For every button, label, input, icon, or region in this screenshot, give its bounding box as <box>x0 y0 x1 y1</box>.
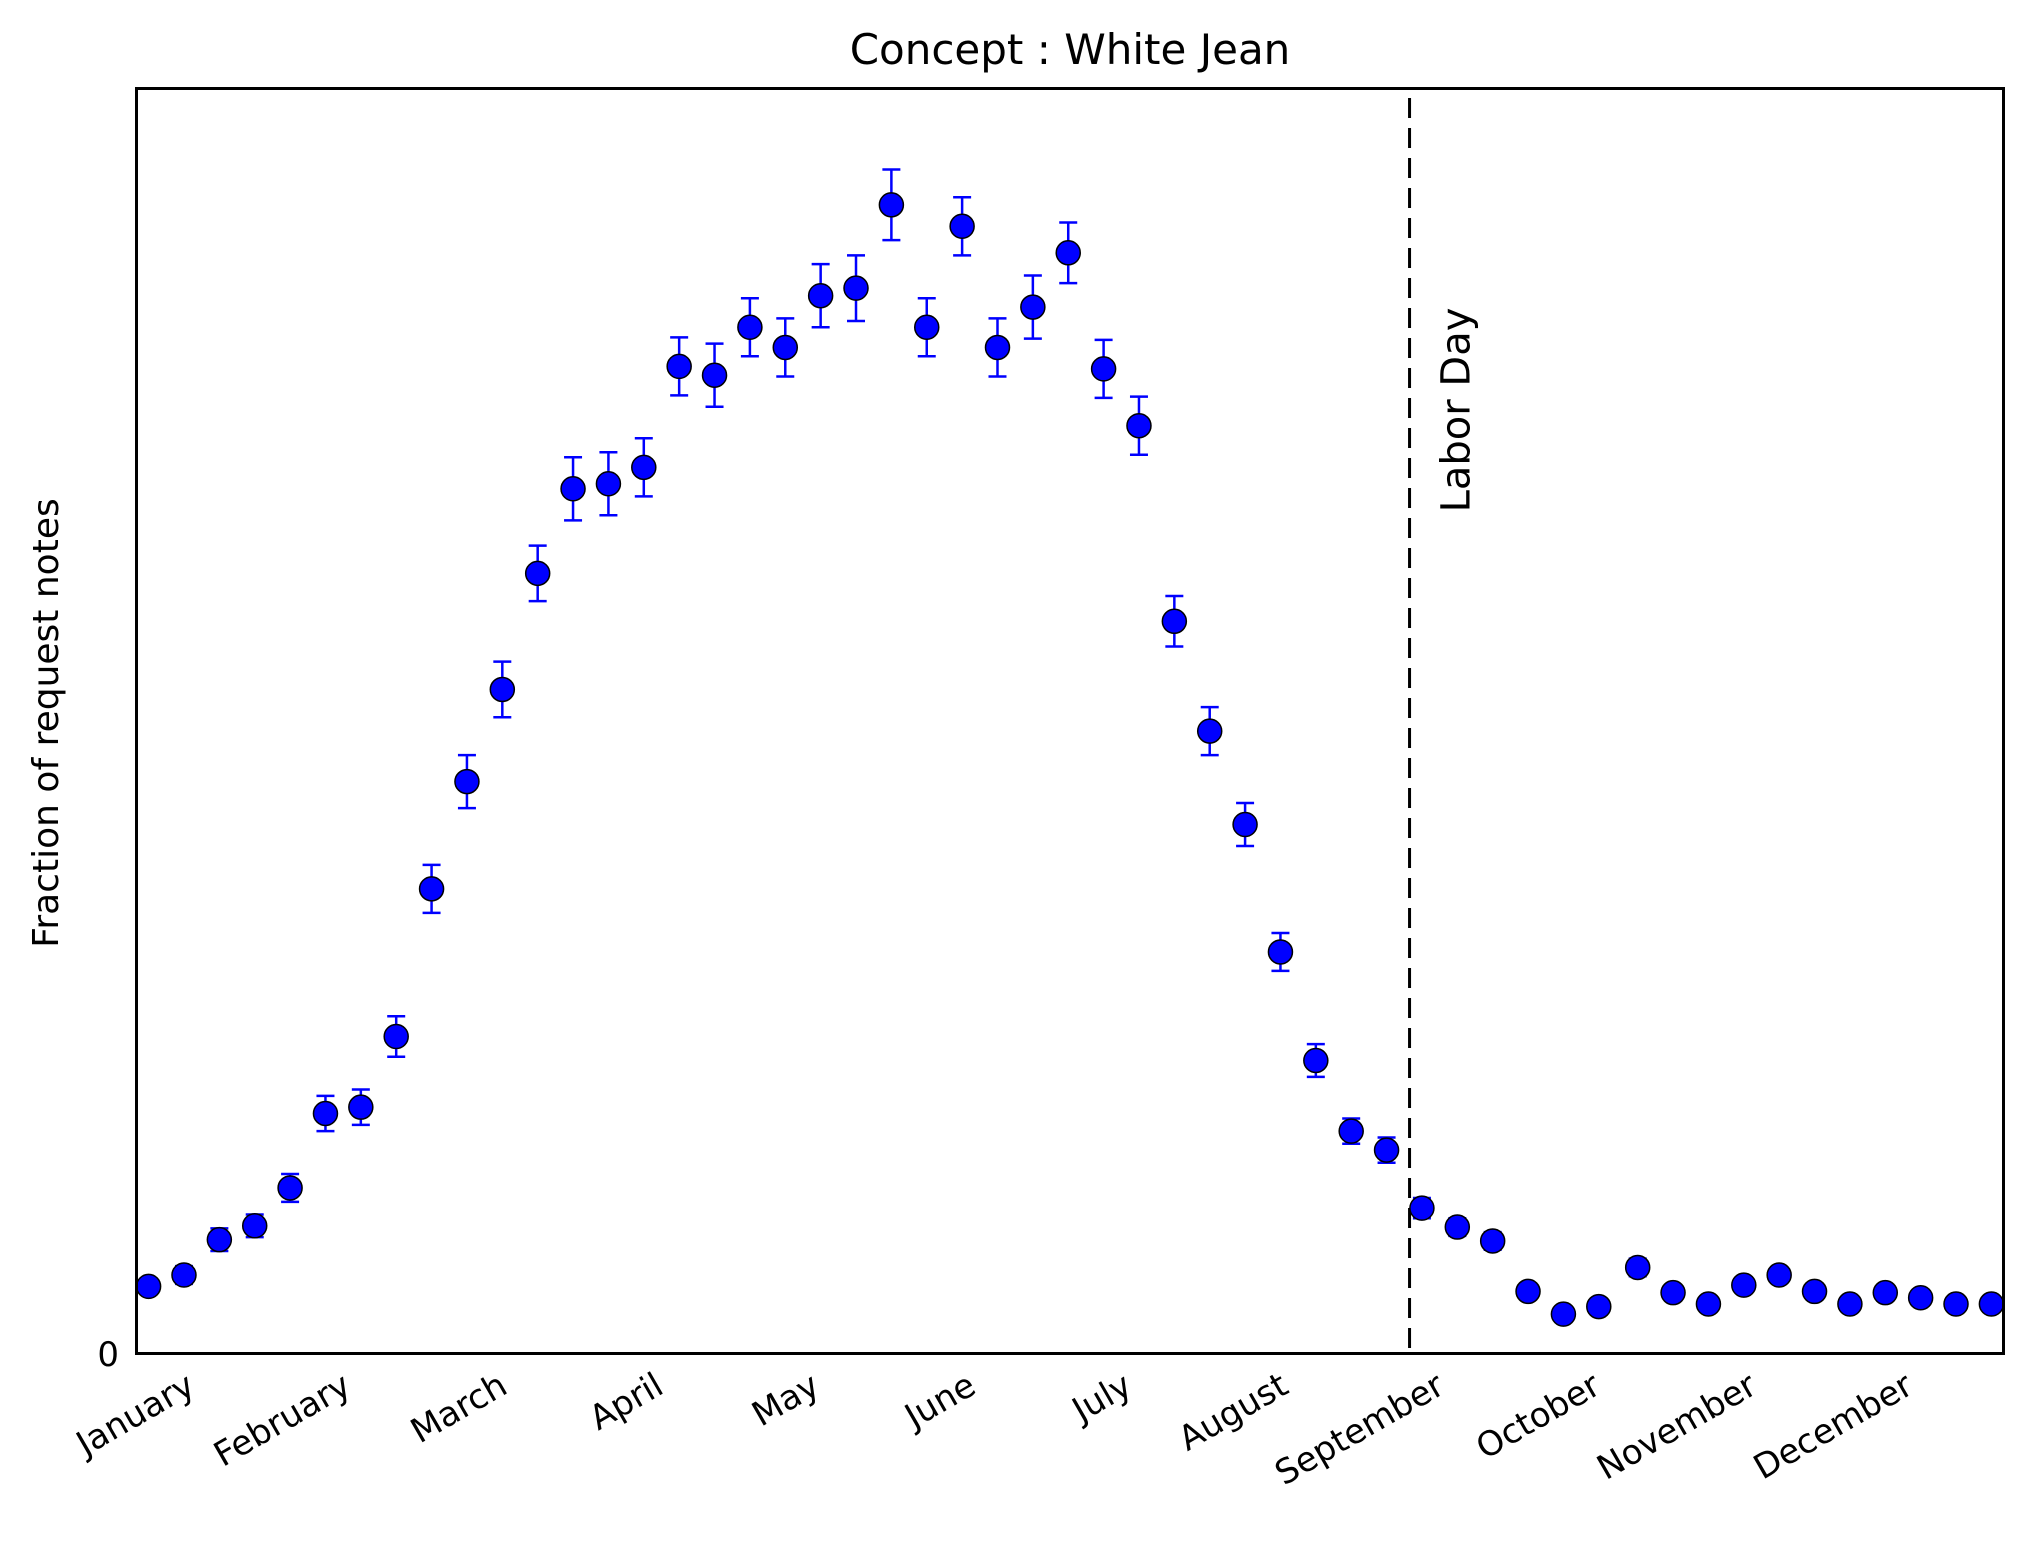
x-tick-label: September <box>1268 1365 1451 1494</box>
data-point <box>1550 1301 1577 1327</box>
data-point <box>1479 1228 1506 1254</box>
data-point <box>631 454 657 481</box>
data-points <box>135 192 2005 1327</box>
data-point <box>1837 1291 1863 1317</box>
error-bars <box>139 168 2001 1322</box>
data-point <box>772 334 799 361</box>
data-point <box>1731 1272 1757 1298</box>
data-point <box>241 1213 268 1239</box>
data-point <box>914 314 940 341</box>
data-point <box>277 1175 303 1201</box>
data-point <box>949 213 975 240</box>
data-point <box>1267 939 1294 965</box>
labor-day-annotation: Labor Day <box>1408 98 1480 1352</box>
data-point <box>1943 1291 1969 1317</box>
data-point <box>1872 1279 1899 1306</box>
data-point <box>1801 1278 1828 1305</box>
data-point <box>206 1226 233 1253</box>
data-point <box>171 1262 197 1288</box>
data-point <box>807 282 834 309</box>
data-point <box>135 1273 162 1300</box>
data-point <box>1126 412 1152 439</box>
data-point <box>666 353 692 380</box>
data-point <box>454 768 480 795</box>
data-point <box>701 362 728 388</box>
plot-frame <box>135 87 2005 1355</box>
data-point <box>737 314 763 341</box>
y-axis-label: Fraction of request notes <box>26 498 67 947</box>
x-tick-label: January <box>68 1365 201 1465</box>
data-point <box>1338 1118 1364 1144</box>
data-point <box>524 560 551 587</box>
x-tick-labels: January February March April May June July Augu… <box>68 1365 1920 1494</box>
x-tick-label: April <box>583 1365 670 1439</box>
data-point <box>878 192 905 218</box>
data-point <box>1978 1291 2005 1317</box>
x-tick-label: October <box>1469 1365 1607 1468</box>
data-point <box>1303 1047 1329 1074</box>
data-point <box>1766 1262 1792 1288</box>
x-tick-label: June <box>897 1365 983 1438</box>
data-point <box>1695 1291 1722 1317</box>
x-tick-label: August <box>1172 1365 1295 1459</box>
data-point <box>348 1094 374 1120</box>
x-tick-label: December <box>1747 1365 1920 1488</box>
data-point <box>489 676 516 703</box>
data-point <box>1232 811 1258 838</box>
data-point <box>1444 1214 1471 1240</box>
y-tick-label: 0 <box>97 1335 119 1375</box>
data-point <box>1409 1195 1435 1221</box>
data-point <box>984 334 1011 361</box>
data-point <box>595 470 622 497</box>
data-point <box>1161 608 1188 635</box>
x-tick-label: February <box>207 1365 357 1475</box>
data-point <box>383 1023 409 1050</box>
data-point <box>1055 240 1081 266</box>
data-point <box>1090 356 1117 382</box>
x-tick-label: November <box>1590 1365 1763 1488</box>
data-point <box>1196 718 1223 744</box>
labor-day-label: Labor Day <box>1434 308 1480 513</box>
data-point <box>1020 294 1046 320</box>
data-point <box>312 1100 339 1127</box>
data-point <box>843 275 869 301</box>
data-point <box>1624 1254 1651 1281</box>
data-point <box>418 876 445 902</box>
data-point <box>1586 1293 1612 1320</box>
data-point <box>1373 1137 1400 1163</box>
data-point <box>560 476 586 502</box>
data-point <box>1660 1279 1686 1306</box>
x-tick-label: July <box>1064 1365 1139 1431</box>
chart-title: Concept : White Jean <box>850 25 1291 74</box>
data-point <box>1515 1278 1541 1305</box>
x-tick-label: March <box>404 1365 514 1451</box>
x-tick-label: May <box>745 1365 826 1435</box>
data-point <box>1907 1284 1934 1311</box>
